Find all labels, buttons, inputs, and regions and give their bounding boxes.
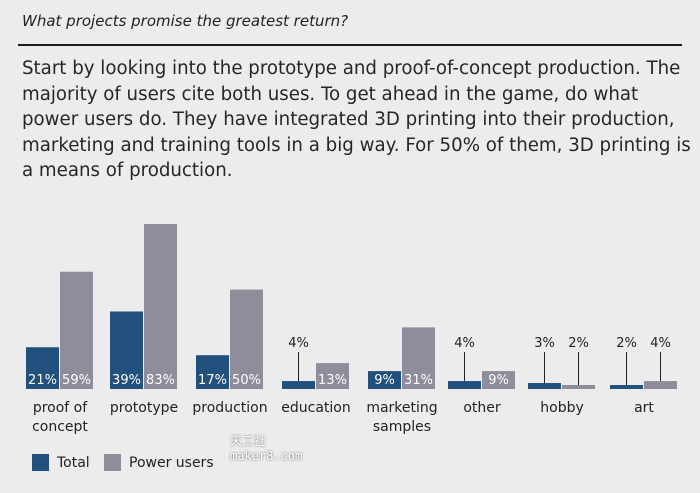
bar-total-4 [368, 371, 401, 389]
data-label-power-users-1: 83% [146, 373, 175, 388]
data-label-total-7: 2% [616, 336, 637, 351]
category-label-0-line-0: proof of [33, 400, 88, 416]
bar-power-users-2 [230, 289, 263, 389]
data-label-total-5: 4% [454, 336, 475, 351]
bar-total-6 [528, 383, 561, 389]
legend-item-power-users: Power users [104, 454, 214, 471]
legend-swatch-power-users [104, 454, 121, 471]
category-label-0-line-1: concept [32, 419, 88, 435]
category-label-7: art [634, 400, 654, 416]
data-label-power-users-6: 2% [568, 336, 589, 351]
bar-total-7 [610, 385, 643, 389]
category-label-6: hobby [540, 400, 584, 416]
bar-power-users-1 [144, 224, 177, 389]
category-label-4-line-0: marketing [366, 400, 437, 416]
heading-divider [18, 44, 682, 46]
bar-power-users-3 [316, 363, 349, 389]
category-label-1: prototype [110, 400, 178, 416]
category-label-3: education [281, 400, 350, 416]
bar-power-users-0 [60, 271, 93, 389]
data-label-power-users-4: 31% [404, 373, 433, 388]
bar-power-users-6 [562, 385, 595, 389]
data-label-total-6: 3% [534, 336, 555, 351]
legend-swatch-total [32, 454, 49, 471]
legend-item-total: Total [32, 454, 90, 471]
bar-power-users-7 [644, 381, 677, 389]
bar-power-users-5 [482, 371, 515, 389]
bar-total-1 [110, 311, 143, 389]
category-label-4-line-1: samples [373, 419, 431, 435]
legend-label-power-users: Power users [129, 454, 214, 471]
data-label-power-users-2: 50% [232, 373, 261, 388]
data-label-power-users-0: 59% [62, 373, 91, 388]
watermark: 天工社 maker8.com [230, 434, 302, 464]
data-label-power-users-7: 4% [650, 336, 671, 351]
bar-total-5 [448, 381, 481, 389]
data-label-total-2: 17% [198, 373, 227, 388]
data-label-total-4: 9% [374, 373, 395, 388]
data-label-power-users-5: 9% [488, 373, 509, 388]
data-label-total-0: 21% [28, 373, 57, 388]
data-label-total-1: 39% [112, 373, 141, 388]
bar-total-0 [26, 347, 59, 389]
watermark-line-2: maker8.com [230, 449, 303, 463]
intro-paragraph: Start by looking into the prototype and … [22, 58, 691, 182]
legend-label-total: Total [57, 454, 90, 471]
bar-total-3 [282, 381, 315, 389]
bar-total-2 [196, 355, 229, 389]
watermark-line-1: 天工社 [230, 434, 267, 448]
chart-heading: What projects promise the greatest retur… [22, 12, 349, 30]
category-label-5: other [463, 400, 501, 416]
category-label-2: production [192, 400, 267, 416]
bar-power-users-4 [402, 327, 435, 389]
data-label-total-3: 4% [288, 336, 309, 351]
data-label-power-users-3: 13% [318, 373, 347, 388]
